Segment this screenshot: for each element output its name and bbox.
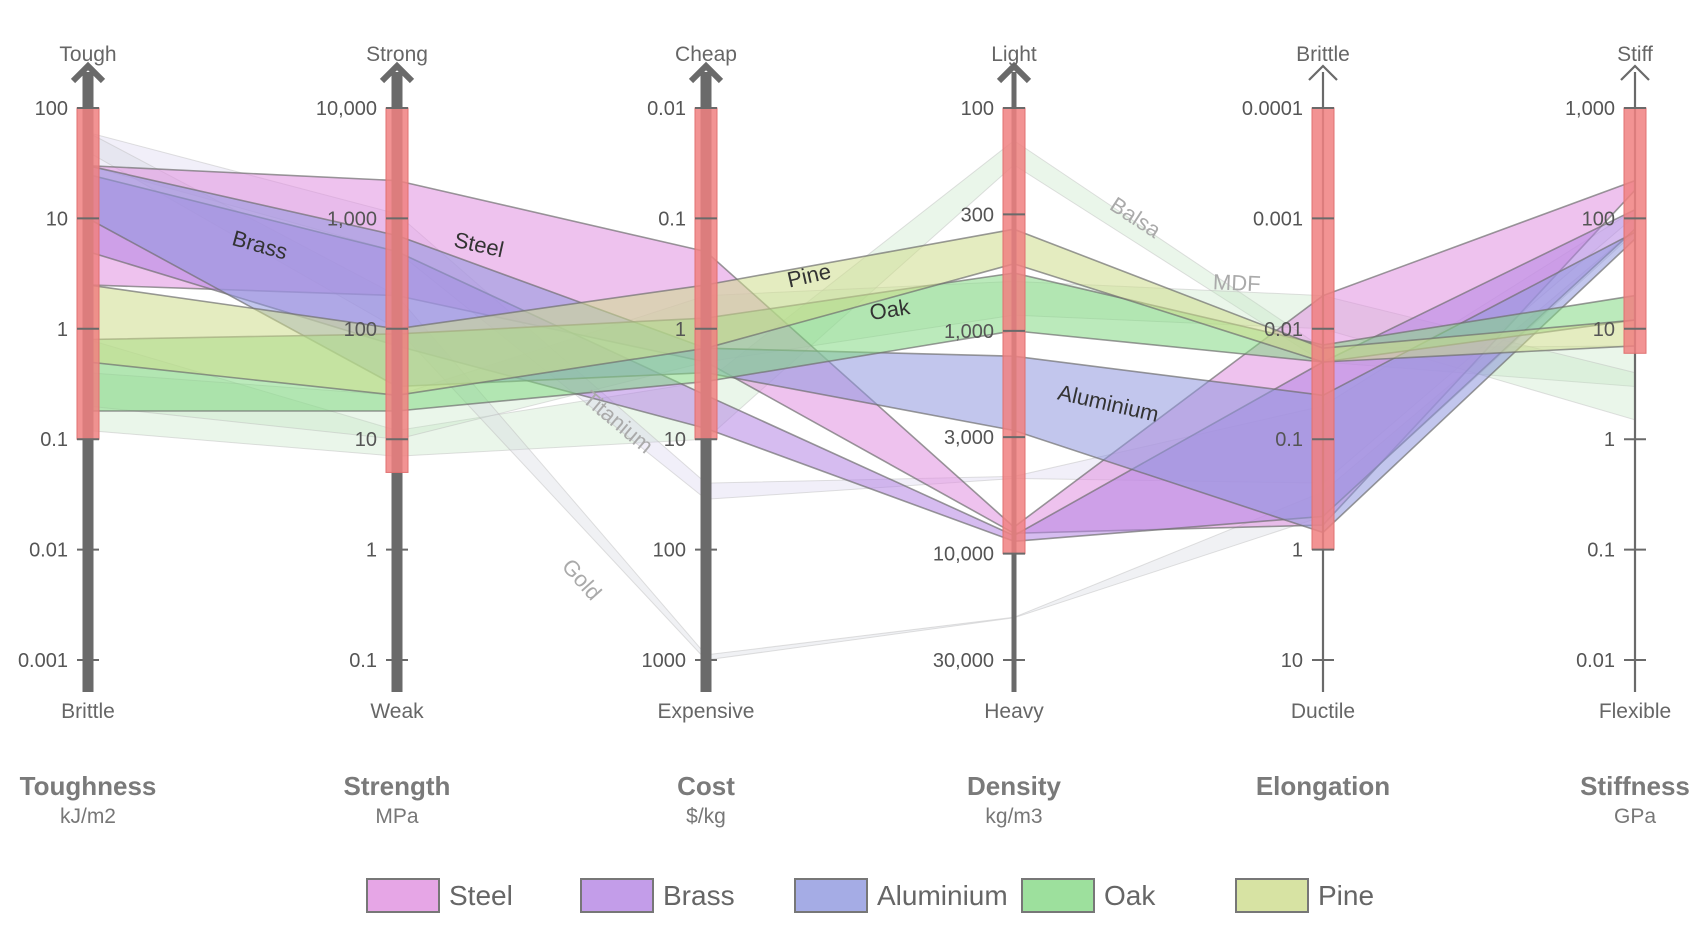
tick-label: 10	[46, 208, 68, 230]
tick-label: 30,000	[933, 650, 994, 672]
legend-label: Pine	[1318, 880, 1374, 911]
tick-label: 100	[961, 98, 994, 120]
axis-title: Toughness	[20, 771, 157, 801]
tick-label: 1	[1604, 429, 1615, 451]
axis-bottom-label: Weak	[370, 700, 424, 723]
legend-swatch	[794, 878, 868, 913]
tick-label: 0.1	[40, 429, 68, 451]
axis-bottom-label: Expensive	[658, 700, 755, 723]
axis-bottom-label: Heavy	[984, 700, 1044, 723]
axis-top-label: Stiff	[1617, 43, 1653, 66]
tick-label: 100	[35, 98, 68, 120]
legend-swatch	[580, 878, 654, 913]
axis-density: 100 300 1,000 3,000 10,000 30,000 Light Heavy De…	[933, 43, 1062, 828]
target-range-toughness	[76, 107, 100, 440]
axis-unit: $/kg	[686, 805, 726, 828]
axis-arrow-toughness	[70, 61, 106, 84]
tick-label: 1	[57, 319, 68, 341]
tick-label: 0.01	[1264, 319, 1303, 341]
tick-label: 0.001	[1253, 208, 1303, 230]
axis-unit: GPa	[1614, 805, 1656, 828]
legend-item-aluminium: Aluminium	[794, 878, 1008, 913]
axis-toughness: 100 10 1 0.1 0.01 0.001 Tough Brittle Toughness k…	[18, 43, 156, 828]
tick-label: 1	[1292, 540, 1303, 562]
axis-unit: kJ/m2	[60, 805, 116, 828]
axis-top-label: Brittle	[1296, 43, 1350, 66]
tick-label: 0.01	[1576, 650, 1615, 672]
legend-label: Brass	[663, 880, 735, 911]
target-range-strength	[385, 107, 409, 473]
tick-label: 1,000	[944, 321, 994, 343]
axis-stiffness: 1,000 100 10 1 0.1 0.01 Stiff Flexible Stiffness…	[1565, 43, 1690, 828]
tick-label: 100	[653, 540, 686, 562]
axis-cost: 0.01 0.1 1 10 100 1000 Cheap Expensive Cost $/kg	[642, 43, 755, 828]
axis-top-label: Tough	[59, 43, 116, 66]
axis-arrow-strength	[379, 61, 415, 84]
tick-label: 10,000	[933, 544, 994, 566]
legend: Steel Brass Aluminium Oak Pine	[366, 878, 1374, 913]
tick-label: 10	[355, 429, 377, 451]
tick-label: 0.1	[658, 208, 686, 230]
axis-title: Strength	[344, 771, 451, 801]
tick-label: 0.1	[1275, 429, 1303, 451]
tick-label: 10,000	[316, 98, 377, 120]
axis-unit: MPa	[375, 805, 419, 828]
ghost-label-gold: Gold	[557, 554, 607, 605]
target-range-cost	[694, 107, 718, 440]
tick-label: 100	[1582, 208, 1615, 230]
tick-label: 10	[664, 429, 686, 451]
ghost-label-mdf: MDF	[1212, 269, 1261, 296]
legend-swatch	[1021, 878, 1095, 913]
tick-label: 3,000	[944, 427, 994, 449]
axis-arrow-density	[996, 61, 1032, 84]
axis-arrow-elongation	[1308, 64, 1338, 81]
axes: 100 10 1 0.1 0.01 0.001 Tough Brittle Toughness k…	[18, 43, 1690, 828]
legend-label: Aluminium	[877, 880, 1008, 911]
axis-bottom-label: Brittle	[61, 700, 115, 723]
tick-label: 0.001	[18, 650, 68, 672]
tick-label: 10	[1593, 319, 1615, 341]
tick-label: 1	[675, 319, 686, 341]
axis-title: Elongation	[1256, 771, 1390, 801]
tick-label: 0.01	[29, 540, 68, 562]
axis-elongation: 0.0001 0.001 0.01 0.1 1 10 Brittle Ductile Elong…	[1242, 43, 1390, 801]
legend-item-steel: Steel	[366, 878, 513, 913]
axis-top-label: Light	[991, 43, 1037, 66]
legend-item-brass: Brass	[580, 878, 735, 913]
axis-unit: kg/m3	[985, 805, 1042, 828]
axis-top-label: Strong	[366, 43, 428, 66]
material-bands	[87, 164, 1636, 543]
tick-label: 10	[1281, 650, 1303, 672]
legend-swatch	[1235, 878, 1309, 913]
axis-bottom-label: Flexible	[1599, 700, 1671, 723]
tick-label: 300	[961, 204, 994, 226]
target-range-stiffness	[1623, 107, 1647, 354]
tick-label: 0.0001	[1242, 98, 1303, 120]
axis-arrow-stiffness	[1620, 64, 1650, 81]
legend-label: Oak	[1104, 880, 1156, 911]
axis-arrow-cost	[688, 61, 724, 84]
axis-top-label: Cheap	[675, 43, 737, 66]
axis-title: Density	[967, 771, 1061, 801]
axis-title: Cost	[677, 771, 735, 801]
tick-label: 100	[344, 319, 377, 341]
tick-label: 1,000	[327, 208, 377, 230]
tick-label: 1,000	[1565, 98, 1615, 120]
legend-item-oak: Oak	[1021, 878, 1156, 913]
tick-label: 0.01	[647, 98, 686, 120]
axis-strength: 10,000 1,000 100 10 1 0.1 Strong Weak Strength MP…	[316, 43, 451, 828]
axis-title: Stiffness	[1580, 771, 1690, 801]
legend-swatch	[366, 878, 440, 913]
tick-label: 1	[366, 540, 377, 562]
legend-item-pine: Pine	[1235, 878, 1374, 913]
legend-label: Steel	[449, 880, 513, 911]
tick-label: 1000	[642, 650, 687, 672]
axis-bottom-label: Ductile	[1291, 700, 1355, 723]
tick-label: 0.1	[349, 650, 377, 672]
tick-label: 0.1	[1587, 540, 1615, 562]
